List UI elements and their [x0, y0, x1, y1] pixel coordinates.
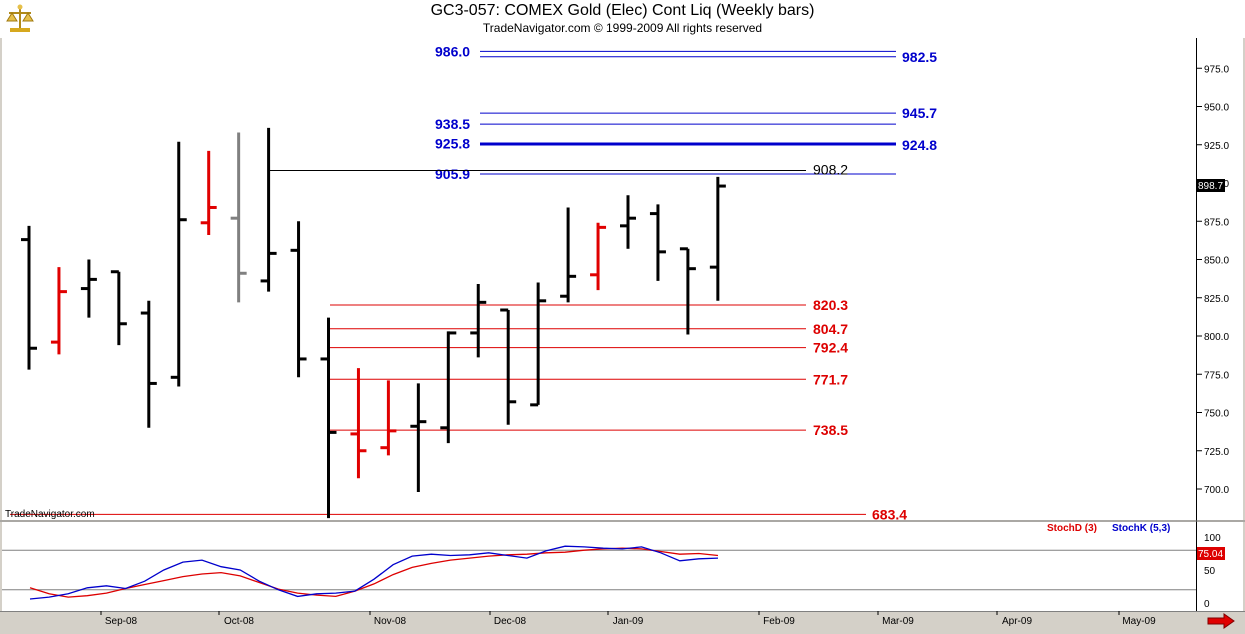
- price-bar: [80, 259, 97, 318]
- x-tick-label: Sep-08: [105, 616, 138, 627]
- chart-title: GC3-057: COMEX Gold (Elec) Cont Liq (Wee…: [430, 2, 815, 19]
- support-level-label: 771.7: [813, 371, 848, 387]
- price-bar: [380, 380, 397, 456]
- y-tick-label: 775.0: [1204, 370, 1229, 381]
- x-tick-label: Nov-08: [374, 616, 407, 627]
- y-tick-label: 800.0: [1204, 332, 1229, 343]
- price-bar: [440, 331, 457, 444]
- stoch-axis: [1197, 522, 1243, 611]
- support-level-label: 792.4: [813, 340, 848, 356]
- resistance-level-label: 925.8: [435, 136, 470, 152]
- y-tick-label: 925.0: [1204, 141, 1229, 152]
- x-tick-label: Mar-09: [882, 616, 914, 627]
- x-tick-label: May-09: [1122, 616, 1156, 627]
- y-tick-label: 825.0: [1204, 294, 1229, 305]
- resistance-level-label: 924.8: [902, 137, 937, 153]
- price-bar: [649, 204, 666, 281]
- price-bar: [21, 225, 37, 370]
- price-bar: [320, 317, 337, 519]
- price-bar: [620, 195, 636, 249]
- resistance-level-label: 945.7: [902, 105, 937, 121]
- stoch-k-legend: StochK (5,3): [1112, 523, 1170, 534]
- watermark: TradeNavigator.com: [5, 509, 95, 520]
- neutral-level-label: 908.2: [813, 161, 848, 177]
- support-level-label: 804.7: [813, 321, 848, 337]
- resistance-level-label: 938.5: [435, 116, 470, 132]
- price-bar: [470, 283, 487, 358]
- resistance-level-label: 986.0: [435, 43, 470, 59]
- chart-subtitle: TradeNavigator.com © 1999-2009 All right…: [482, 21, 763, 35]
- last-price-label: 898.7: [1198, 181, 1223, 192]
- scales-logo-icon: [6, 4, 34, 34]
- x-tick-label: Oct-08: [224, 616, 254, 627]
- stoch-tick-label: 50: [1204, 566, 1216, 577]
- price-bar: [140, 300, 157, 428]
- x-tick-label: Jan-09: [613, 616, 644, 627]
- x-tick-label: Dec-08: [494, 616, 527, 627]
- price-bar: [679, 247, 696, 335]
- price-bar: [560, 207, 577, 303]
- y-tick-label: 975.0: [1204, 64, 1229, 75]
- price-bar: [200, 150, 217, 236]
- price-bar: [500, 308, 517, 425]
- x-tick-label: Feb-09: [763, 616, 795, 627]
- support-level-label: 683.4: [872, 506, 907, 522]
- y-tick-label: 850.0: [1204, 256, 1229, 267]
- price-bar: [230, 132, 247, 303]
- y-tick-label: 875.0: [1204, 217, 1229, 228]
- y-tick-label: 750.0: [1204, 409, 1229, 420]
- price-bar: [260, 127, 277, 292]
- price-bar: [709, 176, 726, 301]
- resistance-level-label: 905.9: [435, 166, 470, 182]
- price-bar: [530, 282, 547, 407]
- stoch-value-label: 75.04: [1198, 549, 1223, 560]
- stoch-d-line: [29, 547, 719, 598]
- support-level-label: 738.5: [813, 422, 848, 438]
- y-tick-label: 950.0: [1204, 103, 1229, 114]
- last-price-box: [1197, 179, 1225, 192]
- chart-header: GC3-057: COMEX Gold (Elec) Cont Liq (Wee…: [0, 0, 1245, 38]
- stoch-pane: [2, 522, 1196, 611]
- price-bar: [410, 383, 427, 493]
- scroll-right-arrow-icon[interactable]: [1206, 613, 1236, 629]
- price-bar: [170, 141, 187, 387]
- price-bar: [290, 221, 307, 378]
- stoch-k-line: [29, 545, 719, 600]
- price-axis: [1197, 38, 1243, 520]
- price-bar: [350, 368, 367, 479]
- stoch-value-box: [1197, 547, 1225, 560]
- support-level-label: 820.3: [813, 297, 848, 313]
- stoch-tick-label: 100: [1204, 533, 1221, 544]
- x-tick-label: Apr-09: [1002, 616, 1032, 627]
- stoch-d-legend: StochD (3): [1047, 523, 1097, 534]
- price-bar: [590, 222, 607, 291]
- y-tick-label: 700.0: [1204, 485, 1229, 496]
- y-tick-label: 725.0: [1204, 447, 1229, 458]
- price-bar: [50, 267, 67, 355]
- stoch-tick-label: 0: [1204, 599, 1210, 610]
- resistance-level-label: 982.5: [902, 49, 937, 65]
- price-bar: [110, 270, 127, 346]
